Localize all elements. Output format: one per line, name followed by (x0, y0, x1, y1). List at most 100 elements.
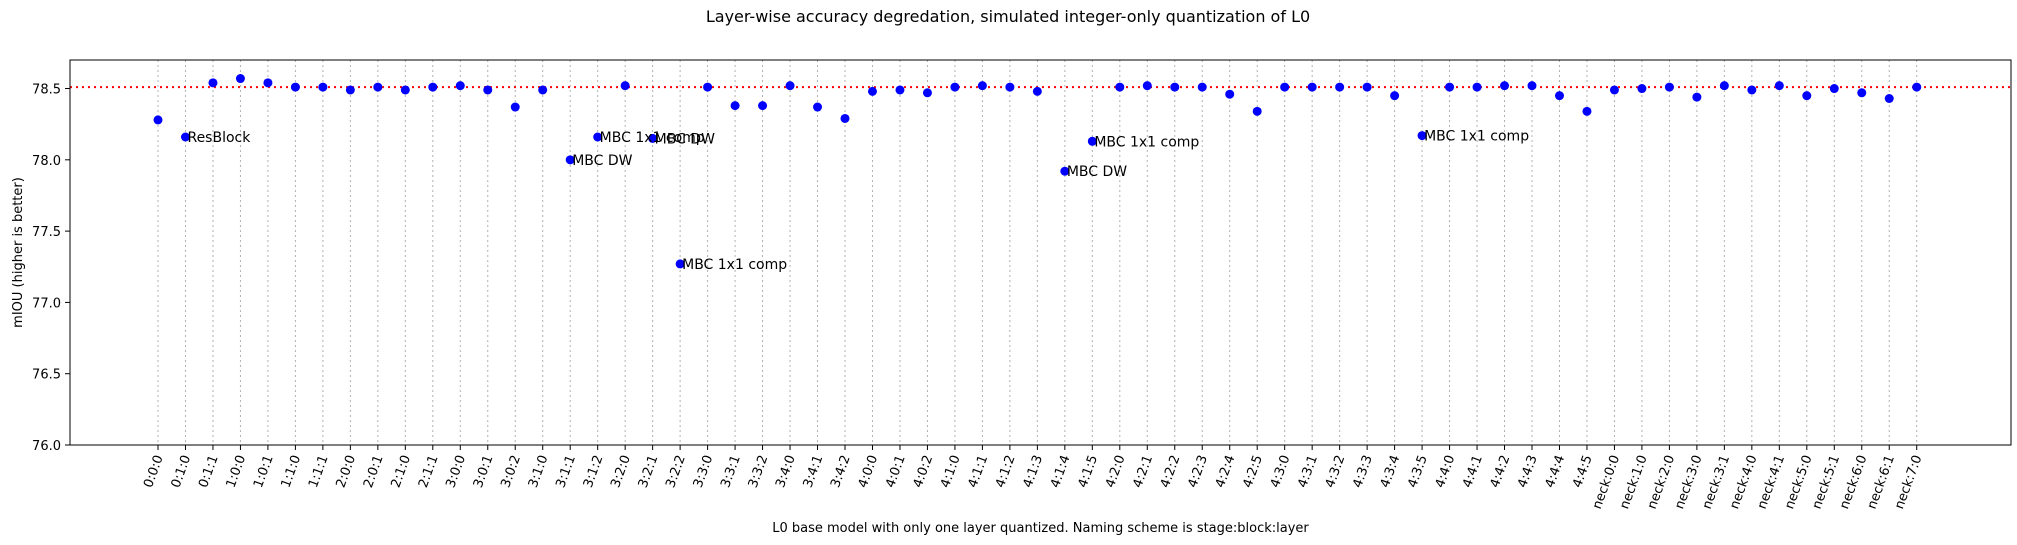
data-point (922, 88, 932, 98)
y-axis-ticks: 76.0 76.5 77.0 77.5 78.0 78.5 (32, 83, 70, 454)
data-point (1802, 91, 1812, 101)
x-tick-label: 1:1:0 (279, 453, 305, 490)
x-tick-label: 4:4:3 (1515, 453, 1541, 490)
data-point (1554, 91, 1564, 101)
data-point (538, 85, 548, 95)
annotations: ResBlock MBC DW MBC 1x1 comp MBC DW MBC 1x1 … (187, 129, 1529, 273)
x-tick-label: 3:2:1 (636, 453, 662, 490)
data-point (1884, 94, 1894, 103)
x-tick-label: 4:1:0 (938, 453, 964, 490)
x-tick-label: 3:0:2 (498, 453, 524, 490)
point-annotation: MBC 1x1 comp (600, 130, 705, 146)
grid-lines (157, 60, 1918, 445)
data-point (730, 101, 740, 111)
data-point (345, 85, 355, 95)
x-tick-label: 4:1:1 (966, 453, 992, 490)
data-point (1774, 81, 1784, 91)
data-point (235, 74, 245, 84)
data-point (1252, 106, 1262, 116)
x-tick-label: 4:2:3 (1185, 453, 1211, 490)
data-point (703, 82, 713, 92)
x-tick-label: 3:0:1 (471, 453, 497, 490)
data-point (1719, 81, 1729, 91)
x-tick-label: 4:1:4 (1048, 453, 1074, 490)
data-point (1747, 85, 1757, 95)
x-tick-label: 3:3:0 (691, 453, 717, 490)
data-point (1170, 82, 1180, 92)
data-point (1197, 82, 1207, 92)
x-tick-label: 4:3:3 (1350, 453, 1376, 490)
data-point (867, 86, 877, 96)
x-tick-label: 0:0:0 (141, 453, 167, 490)
x-tick-label: 4:2:5 (1240, 453, 1266, 490)
data-point (455, 81, 465, 91)
x-tick-label: 4:4:0 (1433, 453, 1459, 490)
x-tick-label: 3:3:1 (718, 453, 744, 490)
data-point (1280, 82, 1290, 92)
x-tick-label: 4:0:2 (911, 453, 937, 490)
x-tick-label: 4:2:0 (1103, 453, 1129, 490)
x-tick-label: 4:1:3 (1021, 453, 1047, 490)
x-tick-label: neck:7:0 (1892, 453, 1925, 511)
x-tick-label: 4:0:1 (883, 453, 909, 490)
data-point (1307, 82, 1317, 92)
x-tick-label: 4:4:2 (1488, 453, 1514, 490)
data-point (565, 155, 575, 165)
y-tick-label: 77.0 (32, 296, 61, 311)
data-point (1060, 166, 1070, 176)
x-tick-label: 4:0:0 (856, 453, 882, 490)
x-tick-label: 2:1:0 (388, 453, 414, 490)
x-tick-label: 1:0:1 (251, 453, 277, 490)
data-point (620, 81, 630, 91)
data-point (1912, 82, 1922, 92)
data-point (263, 78, 273, 88)
data-point (895, 85, 905, 95)
x-tick-label: 3:3:2 (746, 453, 772, 490)
x-tick-label: 2:0:0 (334, 453, 360, 490)
data-point (1637, 84, 1647, 94)
data-point (400, 85, 410, 95)
x-tick-label: 3:2:2 (663, 453, 689, 490)
y-tick-label: 76.0 (32, 439, 61, 454)
data-point (1857, 88, 1867, 98)
data-point (1445, 82, 1455, 92)
y-tick-label: 78.0 (32, 154, 61, 169)
y-tick-label: 78.5 (32, 83, 61, 98)
data-point (1225, 89, 1235, 99)
data-point (1142, 81, 1152, 91)
x-tick-label: 3:4:1 (801, 453, 827, 490)
chart-title: Layer-wise accuracy degredation, simulat… (706, 7, 1310, 26)
data-point (483, 85, 493, 95)
data-points (153, 74, 1922, 269)
data-point (675, 259, 685, 269)
y-tick-label: 76.5 (32, 368, 61, 383)
data-point (1362, 82, 1372, 92)
y-axis-label: mIOU (higher is better) (11, 177, 26, 328)
data-point (648, 133, 658, 143)
data-point (373, 82, 383, 92)
data-point (593, 132, 603, 142)
data-point (1390, 91, 1400, 101)
x-tick-label: 4:2:1 (1130, 453, 1156, 490)
x-tick-label: 4:2:2 (1158, 453, 1184, 490)
plot-area-frame (69, 59, 2012, 446)
x-tick-label: 4:1:5 (1075, 453, 1101, 490)
point-annotation: MBC 1x1 comp (682, 257, 787, 273)
data-point (290, 82, 300, 92)
x-tick-label: 4:3:4 (1378, 453, 1404, 490)
y-tick-label: 77.5 (32, 225, 61, 240)
point-annotation: MBC DW (1067, 164, 1127, 180)
point-annotation: ResBlock (187, 130, 251, 146)
point-annotation: MBC DW (572, 153, 632, 169)
data-point (977, 81, 987, 91)
x-tick-label: 0:1:0 (169, 453, 195, 490)
x-tick-label: 0:1:1 (196, 453, 222, 490)
data-point (813, 102, 823, 112)
x-tick-label: 4:4:5 (1570, 453, 1596, 490)
x-tick-label: 4:3:2 (1323, 453, 1349, 490)
data-point (1582, 106, 1592, 116)
x-tick-label: 4:4:1 (1460, 453, 1486, 490)
data-point (510, 102, 520, 112)
x-tick-label: 4:3:5 (1405, 453, 1431, 490)
x-tick-label: 3:0:0 (443, 453, 469, 490)
